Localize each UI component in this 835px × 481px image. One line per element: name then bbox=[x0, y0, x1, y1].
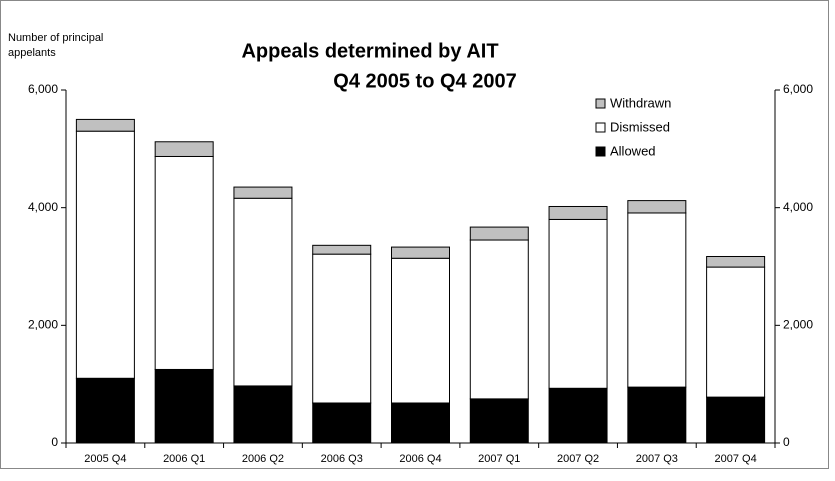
y-tick-label: 4,000 bbox=[28, 200, 58, 214]
x-tick-label: 2005 Q4 bbox=[84, 453, 126, 465]
bar-segment bbox=[627, 386, 687, 444]
legend-swatch bbox=[595, 98, 606, 109]
y-tick-label: 6,000 bbox=[28, 82, 58, 96]
bar-segment bbox=[469, 226, 529, 241]
bar-segment bbox=[154, 141, 214, 157]
x-tick-label: 2006 Q2 bbox=[242, 453, 284, 465]
bar-segment bbox=[233, 186, 293, 199]
legend-swatch bbox=[595, 146, 606, 157]
y-label: appelants bbox=[8, 47, 56, 59]
bar-segment bbox=[312, 253, 372, 404]
chart-subtitle: Q4 2005 to Q4 2007 bbox=[333, 70, 516, 92]
x-tick-label: 2006 Q4 bbox=[399, 453, 441, 465]
x-tick-label: 2007 Q1 bbox=[478, 453, 520, 465]
legend-label: Withdrawn bbox=[610, 95, 671, 110]
x-tick-label: 2006 Q3 bbox=[321, 453, 363, 465]
x-tick-label: 2007 Q3 bbox=[636, 453, 678, 465]
bar-segment bbox=[548, 387, 608, 444]
y-tick-label: 0 bbox=[51, 435, 58, 449]
bar-segment bbox=[154, 368, 214, 444]
y-tick-label: 4,000 bbox=[783, 200, 813, 214]
bar-segment bbox=[391, 257, 450, 404]
bar-segment bbox=[469, 398, 529, 444]
bar-segment bbox=[391, 246, 450, 259]
bar-segment bbox=[548, 205, 608, 220]
legend-swatch bbox=[595, 122, 606, 133]
bar-segment bbox=[391, 402, 450, 444]
x-tick-label: 2007 Q4 bbox=[715, 453, 757, 465]
y-tick-label: 2,000 bbox=[783, 318, 813, 332]
bar-segment bbox=[627, 200, 687, 214]
bar-segment bbox=[75, 130, 135, 379]
bar-segment bbox=[154, 155, 214, 370]
bar-segment bbox=[548, 218, 608, 389]
y-tick-label: 2,000 bbox=[28, 318, 58, 332]
bar-segment bbox=[706, 266, 766, 398]
chart-title: Appeals determined by AIT bbox=[241, 40, 498, 62]
legend-label: Allowed bbox=[610, 143, 656, 158]
y-tick-label: 0 bbox=[783, 435, 790, 449]
legend-label: Dismissed bbox=[610, 119, 670, 134]
bar-segment bbox=[312, 402, 372, 444]
bar-segment bbox=[233, 385, 293, 444]
bar-segment bbox=[706, 255, 766, 268]
bar-segment bbox=[627, 212, 687, 388]
x-tick-label: 2006 Q1 bbox=[163, 453, 205, 465]
bar-segment bbox=[469, 239, 529, 400]
y-label: Number of principal bbox=[8, 32, 103, 44]
bar-segment bbox=[75, 118, 135, 132]
bar-segment bbox=[75, 377, 135, 444]
y-tick-label: 6,000 bbox=[783, 82, 813, 96]
x-tick-label: 2007 Q2 bbox=[557, 453, 599, 465]
bar-segment bbox=[312, 244, 372, 255]
bar-segment bbox=[706, 396, 766, 444]
bar-segment bbox=[233, 197, 293, 387]
